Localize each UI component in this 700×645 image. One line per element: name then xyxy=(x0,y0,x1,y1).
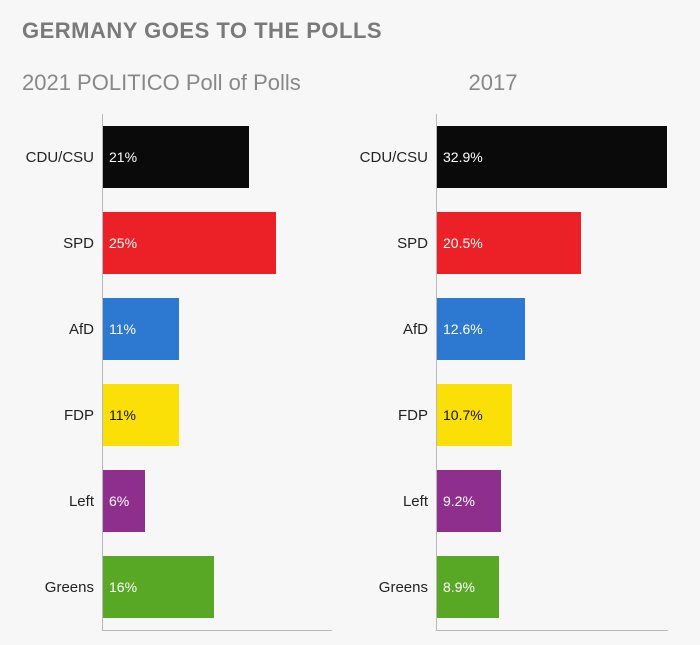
bar-value: 16% xyxy=(109,579,137,595)
bar-row: 20.5% xyxy=(437,200,668,286)
bar-value: 12.6% xyxy=(443,321,483,337)
chart-area: 21% 25% 11% 11% 6% 16% xyxy=(102,114,332,631)
bar-row: 32.9% xyxy=(437,114,668,200)
bar-row: 11% xyxy=(103,286,332,372)
bar: 16% xyxy=(103,556,214,618)
bar-value: 11% xyxy=(109,407,136,423)
category-label: SPD xyxy=(22,200,102,286)
bar-row: 21% xyxy=(103,114,332,200)
bar-row: 8.9% xyxy=(437,544,668,630)
bar-value: 6% xyxy=(109,493,129,509)
panel-subtitle: 2021 POLITICO Poll of Polls xyxy=(22,70,332,114)
y-axis-labels: CDU/CSUSPDAfDFDPLeftGreens xyxy=(358,114,436,631)
bar-row: 25% xyxy=(103,200,332,286)
chart-title: GERMANY GOES TO THE POLLS xyxy=(22,18,678,44)
bar-value: 20.5% xyxy=(443,235,483,251)
bar: 9.2% xyxy=(437,470,501,532)
category-label: FDP xyxy=(358,372,436,458)
panel-subtitle: 2017 xyxy=(358,70,668,114)
bar-row: 11% xyxy=(103,372,332,458)
bar-value: 11% xyxy=(109,321,136,337)
bar-row: 16% xyxy=(103,544,332,630)
bar: 32.9% xyxy=(437,126,667,188)
chart-wrap: CDU/CSUSPDAfDFDPLeftGreens 21% 25% 11% 11% 6… xyxy=(22,114,332,631)
chart-area: 32.9% 20.5% 12.6% 10.7% 9.2% 8.9% xyxy=(436,114,668,631)
y-axis-labels: CDU/CSUSPDAfDFDPLeftGreens xyxy=(22,114,102,631)
bar-value: 25% xyxy=(109,235,137,251)
category-label: FDP xyxy=(22,372,102,458)
category-label: AfD xyxy=(22,286,102,372)
category-label: Left xyxy=(22,458,102,544)
bar: 10.7% xyxy=(437,384,512,446)
bar: 12.6% xyxy=(437,298,525,360)
bar-value: 10.7% xyxy=(443,407,483,423)
bar-row: 10.7% xyxy=(437,372,668,458)
panel-2017: 2017 CDU/CSUSPDAfDFDPLeftGreens 32.9% 20.… xyxy=(358,70,668,631)
bar: 20.5% xyxy=(437,212,581,274)
bar: 6% xyxy=(103,470,145,532)
bar-value: 8.9% xyxy=(443,579,475,595)
bar: 11% xyxy=(103,298,179,360)
category-label: Greens xyxy=(22,544,102,630)
panels-container: 2021 POLITICO Poll of Polls CDU/CSUSPDAf… xyxy=(22,70,678,631)
bar: 8.9% xyxy=(437,556,499,618)
bar-row: 12.6% xyxy=(437,286,668,372)
bar: 25% xyxy=(103,212,276,274)
bar-value: 9.2% xyxy=(443,493,475,509)
category-label: Greens xyxy=(358,544,436,630)
category-label: CDU/CSU xyxy=(358,114,436,200)
bar: 21% xyxy=(103,126,249,188)
bar-row: 9.2% xyxy=(437,458,668,544)
bar: 11% xyxy=(103,384,179,446)
bar-value: 32.9% xyxy=(443,149,483,165)
category-label: SPD xyxy=(358,200,436,286)
category-label: Left xyxy=(358,458,436,544)
bar-row: 6% xyxy=(103,458,332,544)
chart-wrap: CDU/CSUSPDAfDFDPLeftGreens 32.9% 20.5% 12.… xyxy=(358,114,668,631)
category-label: CDU/CSU xyxy=(22,114,102,200)
category-label: AfD xyxy=(358,286,436,372)
panel-2021: 2021 POLITICO Poll of Polls CDU/CSUSPDAf… xyxy=(22,70,332,631)
bar-value: 21% xyxy=(109,149,137,165)
